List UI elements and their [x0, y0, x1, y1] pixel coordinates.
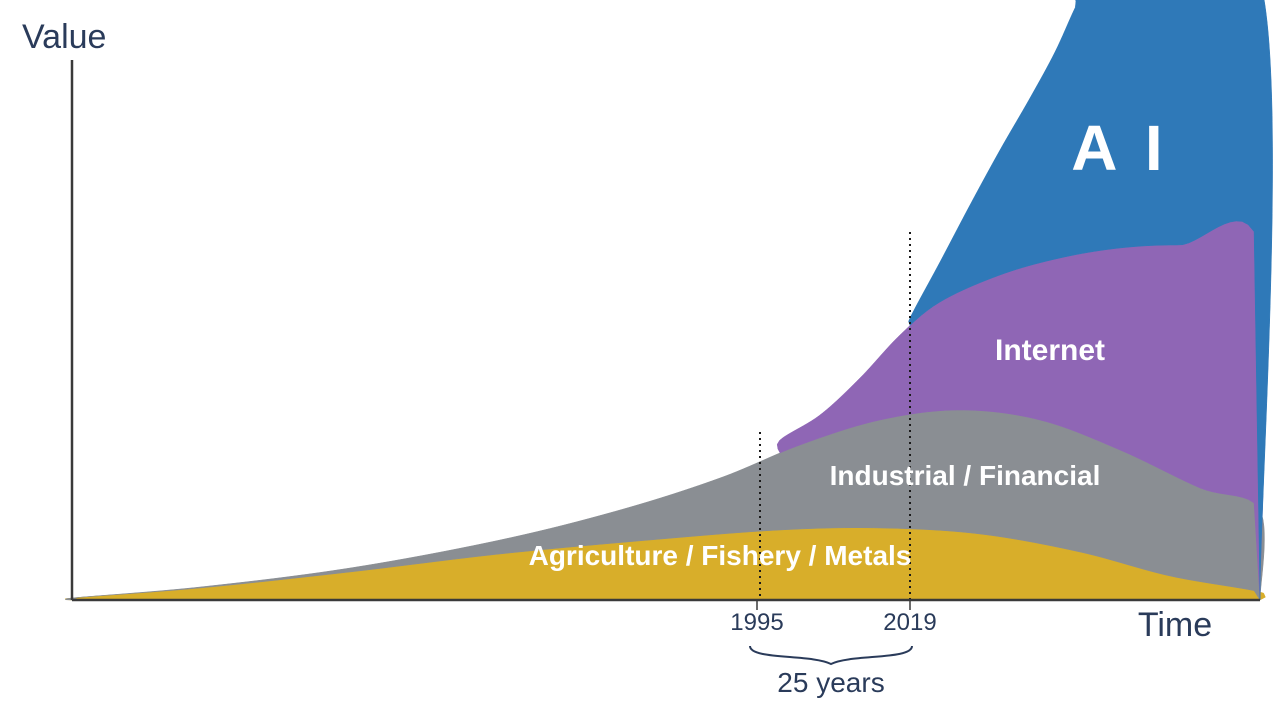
series-label-internet: Internet [995, 334, 1105, 367]
y-axis-label: Value [22, 18, 106, 56]
value-over-time-stacked-area-chart: Value Time 1995 2019 25 years Agriculture / F… [0, 0, 1280, 714]
year-span-label: 25 years [777, 667, 884, 698]
series-label-agriculture-fishery-metals: Agriculture / Fishery / Metals [529, 540, 912, 571]
x-tick-label: 1995 [730, 609, 783, 636]
x-tick-label: 2019 [883, 609, 936, 636]
series-label-industrial-financial: Industrial / Financial [830, 460, 1101, 491]
x-axis-label: Time [1138, 606, 1212, 644]
series-label-ai: A I [1071, 112, 1168, 184]
